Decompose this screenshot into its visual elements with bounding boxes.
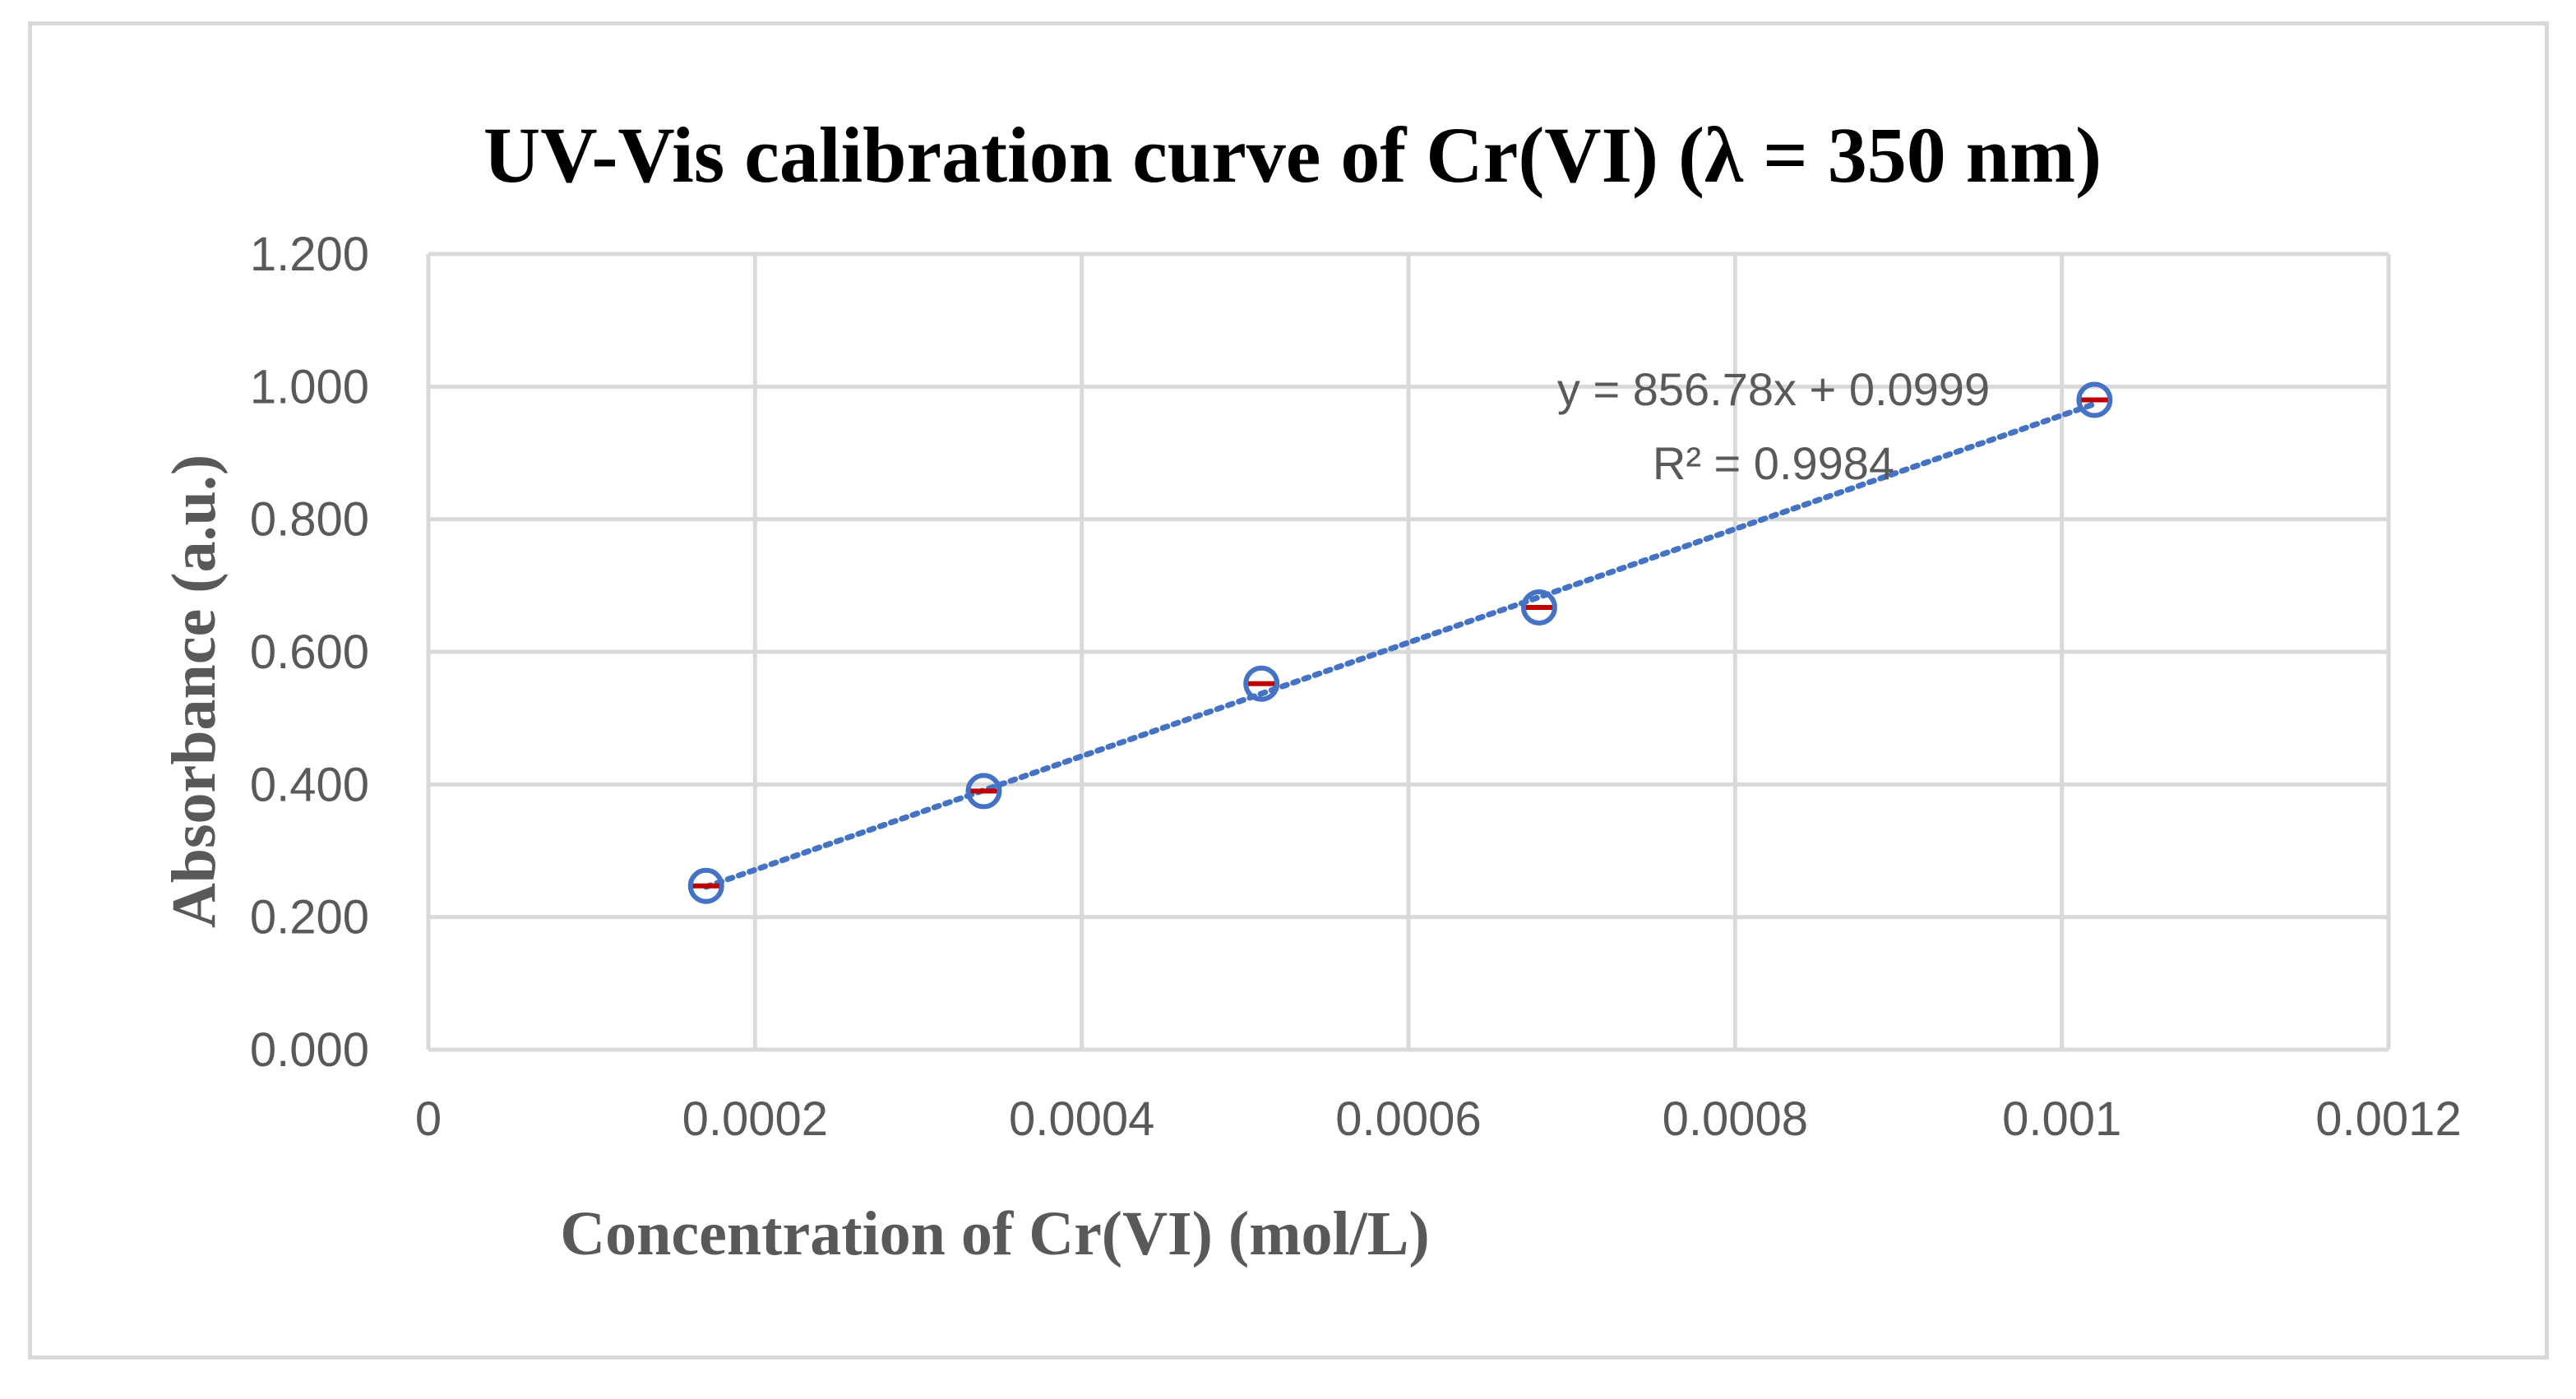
y-tick-label: 0.000 (250, 1023, 369, 1077)
x-tick-label: 0.0008 (1663, 1092, 1808, 1146)
point-layer (687, 381, 2113, 904)
axis-layer: 0.000 0.200 0.400 0.600 0.800 1.000 1.200 0 0.00… (250, 228, 2462, 1146)
y-tick-label: 0.200 (250, 891, 369, 944)
grid-layer (428, 252, 2391, 1050)
trendline-equation: y = 856.78x + 0.0999 (1557, 363, 1990, 415)
chart-frame: UV-Vis calibration curve of Cr(VI) (λ = … (28, 21, 2549, 1360)
trend-layer (703, 400, 2097, 890)
x-tick-label: 0.0002 (682, 1092, 828, 1146)
trendline (703, 400, 2097, 890)
y-axis-title: Absorbance (a.u.) (160, 455, 229, 928)
x-tick-label: 0 (415, 1092, 442, 1146)
data-point (2076, 381, 2113, 418)
x-tick-label: 0.001 (2002, 1092, 2121, 1146)
chart-svg: UV-Vis calibration curve of Cr(VI) (λ = … (160, 111, 2462, 1268)
y-tick-label: 0.800 (250, 493, 369, 547)
y-tick-label: 0.600 (250, 626, 369, 679)
trendline-r2: R² = 0.9984 (1653, 437, 1894, 489)
data-point (1520, 589, 1557, 626)
x-tick-label: 0.0012 (2315, 1092, 2461, 1146)
y-tick-label: 1.000 (250, 360, 369, 413)
data-point (965, 773, 1002, 810)
x-tick-label: 0.0004 (1009, 1092, 1154, 1146)
chart-title: UV-Vis calibration curve of Cr(VI) (λ = … (483, 111, 2102, 199)
y-tick-label: 0.400 (250, 758, 369, 811)
y-tick-label: 1.200 (250, 228, 369, 281)
data-point (1243, 665, 1280, 702)
x-axis-title: Concentration of Cr(VI) (mol/L) (560, 1199, 1429, 1268)
data-point (687, 867, 724, 904)
x-tick-label: 0.0006 (1335, 1092, 1481, 1146)
